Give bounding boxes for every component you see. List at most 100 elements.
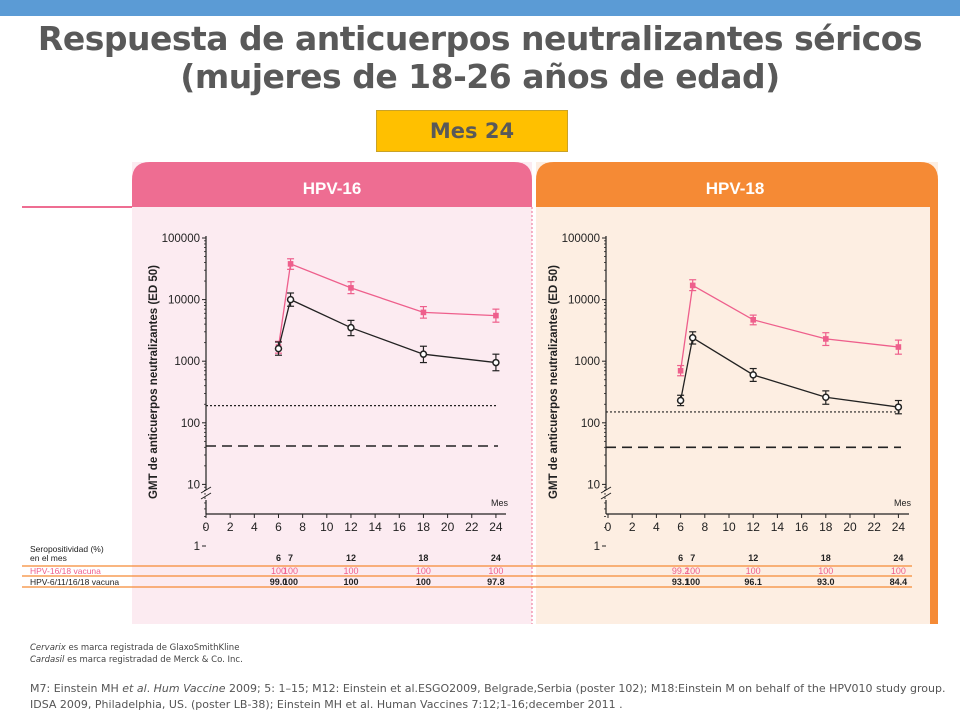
hpv16-table-cell: 100: [283, 577, 298, 587]
hpv16-x-tick-label: 2: [227, 520, 234, 534]
hpv16-table-cell: 99.0: [270, 577, 288, 587]
hpv18-series-quadrivalent-point: [688, 334, 697, 342]
panel-hpv18: HPV-18: [536, 162, 938, 624]
title-line-2: (mujeres de 18-26 años de edad): [180, 57, 780, 96]
hpv18-table-month: 18: [821, 553, 831, 563]
panel-hpv16-header: [132, 162, 532, 207]
hpv16-y-tick-label: 10: [187, 479, 200, 491]
ref-et-al: et al: [122, 682, 147, 695]
hpv18-axis-break-mark: [600, 492, 612, 500]
hpv16-series-bivalent-point: [348, 285, 354, 291]
hpv18-series-quadrivalent-point: [676, 396, 685, 405]
hpv16-y-tick-label: 1: [194, 541, 200, 553]
hpv18-table-cell: 99.2: [672, 566, 690, 576]
hpv18-y-tick-label: 10: [587, 479, 600, 491]
hpv18-series-bivalent-point: [750, 316, 756, 323]
hpv18-x-tick-label: 6: [677, 520, 684, 534]
hpv16-y-tick-label: 10000: [168, 295, 200, 307]
hpv18-x-tick-label: 8: [701, 520, 708, 534]
hpv16-x-tick-label: 4: [251, 520, 258, 534]
hpv16-series-quadrivalent-point: [274, 344, 283, 353]
hpv18-table-month: 6: [678, 553, 683, 563]
hpv16-y-axis-label: GMT de anticuerpos neutralizantes (ED 50…: [148, 265, 160, 499]
hpv18-x-tick-label: 12: [747, 520, 761, 534]
hpv16-x-tick-label: 18: [417, 520, 431, 534]
hpv16-table-cell: 100: [416, 577, 431, 587]
hpv18-x-axis-label: Mes: [894, 498, 912, 508]
hpv18-series-quadrivalent-point: [822, 393, 830, 401]
hpv16-x-tick-label: 12: [344, 520, 358, 534]
hpv18-table-cell: 93.0: [817, 577, 835, 587]
hpv18-series-bivalent-point: [689, 282, 696, 289]
hpv18-table-cell: 84.4: [890, 577, 908, 587]
hpv18-table-cell: 100: [685, 566, 700, 576]
hpv16-table-month: 12: [346, 553, 356, 563]
hpv18-y-tick-label: 100000: [562, 233, 600, 245]
hpv18-table-cell: 100: [891, 566, 906, 576]
hpv16-series-quadrivalent-point: [492, 358, 500, 367]
slide-title: Respuesta de anticuerpos neutralizantes …: [0, 20, 960, 96]
hpv16-table-cell: 100: [416, 566, 431, 576]
brand-name-cervarix: Cervarix: [30, 643, 66, 653]
table-row-label-quadrivalent: HPV-6/11/16/18 vacuna: [30, 577, 119, 587]
hpv18-table-month: 12: [748, 553, 758, 563]
ref-journal: Hum Vaccine: [153, 682, 226, 695]
hpv16-series-quadrivalent-point: [419, 350, 428, 358]
hpv18-table-cell: 100: [746, 566, 761, 576]
hpv16-y-tick-label: 100000: [162, 233, 200, 245]
panel-hpv18-right-border: [930, 207, 938, 624]
hpv18-series-bivalent-point: [823, 336, 829, 342]
hpv18-y-tick-label: 1000: [574, 356, 600, 368]
hpv16-x-tick-label: 24: [489, 520, 503, 534]
hpv16-x-tick-label: 10: [320, 520, 334, 534]
hpv18-x-tick-label: 14: [771, 520, 785, 534]
hpv16-x-tick-label: 16: [393, 520, 407, 534]
hpv16-table-month: 18: [418, 553, 428, 563]
ref-part-3: 2009; 5: 1–15; M12: Einstein et al.ESGO2…: [30, 682, 946, 711]
hpv16-table-month: 6: [276, 553, 281, 563]
hpv16-series-quadrivalent-point: [286, 295, 295, 304]
hpv16-series-quadrivalent-point: [347, 323, 355, 332]
hpv16-table-cell: 97.8: [487, 577, 505, 587]
hpv18-y-tick-label: 1: [594, 541, 600, 553]
hpv16-table-cell: 100: [488, 566, 503, 576]
hpv16-series-bivalent-point: [420, 309, 427, 316]
hpv18-series-quadrivalent-point: [749, 371, 757, 379]
panel-hpv16-title: HPV-16: [303, 179, 362, 198]
hpv16-x-tick-label: 8: [299, 520, 306, 534]
hpv16-x-axis-label: Mes: [491, 498, 509, 508]
references: M7: Einstein MH et al. Hum Vaccine 2009;…: [30, 681, 950, 713]
hpv18-table-cell: 100: [818, 566, 833, 576]
hpv16-table-month: 24: [491, 553, 501, 563]
hpv16-y-tick-label: 1000: [174, 356, 200, 368]
hpv16-series-bivalent-point: [287, 261, 294, 267]
hpv16-table-cell: 100: [271, 566, 286, 576]
hpv18-x-tick-label: 2: [629, 520, 636, 534]
hpv16-x-tick-label: 0: [203, 520, 210, 534]
hpv16-x-tick-label: 22: [465, 520, 479, 534]
hpv18-table-month: 7: [690, 553, 695, 563]
table-row-label-bivalent: HPV-16/18 vacuna: [30, 566, 101, 576]
hpv16-axis-break-mark: [200, 492, 212, 500]
hpv16-x-tick-label: 6: [275, 520, 282, 534]
hpv18-x-tick-label: 18: [819, 520, 833, 534]
hpv16-x-tick-label: 20: [441, 520, 455, 534]
hpv18-x-tick-label: 24: [892, 520, 906, 534]
ref-part-2: .: [146, 682, 154, 695]
month-label-box: Mes 24: [376, 110, 568, 152]
table-subheader: en el mes: [30, 553, 67, 563]
hpv18-table-cell: 96.1: [744, 577, 762, 587]
hpv18-y-tick-label: 100: [581, 418, 600, 430]
panel-hpv18-background: [536, 162, 938, 624]
brand-note-2-text: es marca registradad de Merck & Co. Inc.: [64, 655, 243, 665]
top-accent-bar: [0, 0, 960, 16]
hpv18-table-month: 24: [893, 553, 903, 563]
brand-note-1-text: es marca registrada de GlaxoSmithKline: [65, 643, 240, 653]
panel-hpv18-title: HPV-18: [706, 179, 765, 198]
hpv18-x-tick-label: 10: [722, 520, 736, 534]
hpv18-table-cell: 100: [685, 577, 700, 587]
panel-hpv16: HPV-16: [132, 162, 533, 624]
